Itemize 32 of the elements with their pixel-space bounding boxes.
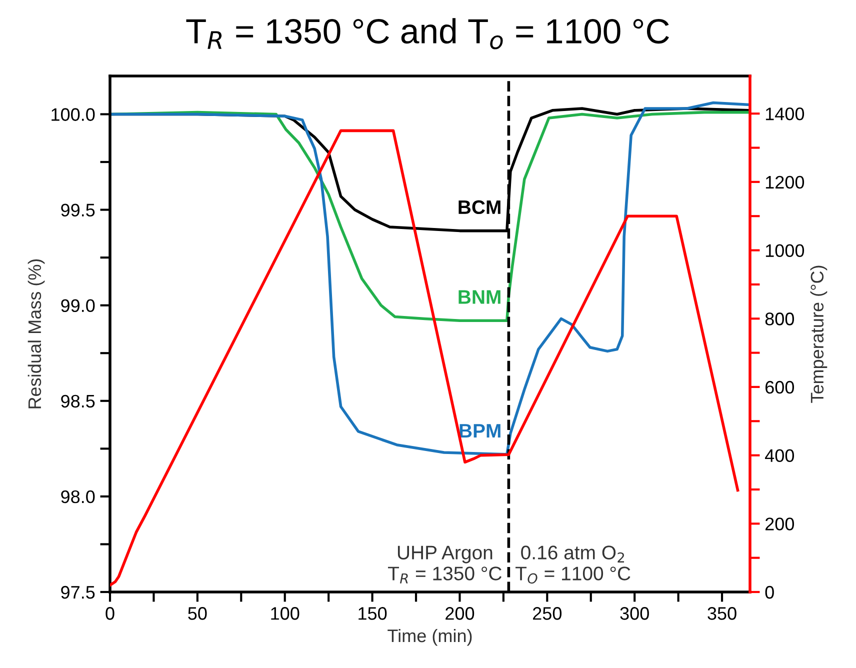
chart-title: T$_{R}$ = 1350 °C and T$_{o}$ = 1100 °C [186, 18, 669, 50]
x-tick-label: 0 [106, 607, 114, 620]
y2-axis-title: Temperature (°C) [810, 266, 828, 403]
series-label: BPM [460, 424, 500, 438]
y-tick-label: 98.0 [61, 490, 95, 504]
x-tick-label: 200 [446, 607, 474, 620]
text: 0.16 atm O$_{2}$ T$_{O}$ = 1100 °C [516, 546, 630, 584]
y2-tick-label: 1200 [766, 176, 804, 189]
y2-tick-label: 600 [766, 380, 794, 394]
series-label: BCM [458, 200, 500, 214]
y2-tick-label: 400 [765, 449, 794, 462]
y-tick-label: 100.0 [52, 108, 95, 121]
x-tick-label: 250 [533, 607, 562, 620]
x-tick-label: 150 [358, 607, 387, 620]
y-tick-label: 99.0 [61, 299, 95, 312]
y2-tick-label: 0 [765, 586, 774, 599]
x-tick-label: 100 [271, 607, 300, 620]
x-axis-title: Time (min) [388, 628, 472, 646]
x-tick-label: 50 [188, 607, 207, 620]
y2-tick-label: 1000 [766, 244, 804, 257]
line-series [110, 129, 740, 587]
series-label: BNM [458, 290, 500, 304]
y2-tick-label: 1400 [766, 108, 804, 120]
y-tick-label: 99.5 [61, 204, 95, 216]
y2-tick-label: 800 [765, 312, 794, 326]
y-tick-label: 98.5 [61, 394, 95, 408]
y2-tick-label: 200 [765, 518, 794, 530]
y-axis-title: Residual Mass (%) [28, 259, 45, 408]
annotation: UHP Argon T$_{R}$ = 1350 °C [388, 546, 502, 584]
y-tick-label: 97.5 [61, 586, 95, 599]
x-tick-label: 350 [708, 607, 736, 620]
x-tick-label: 300 [620, 607, 649, 620]
